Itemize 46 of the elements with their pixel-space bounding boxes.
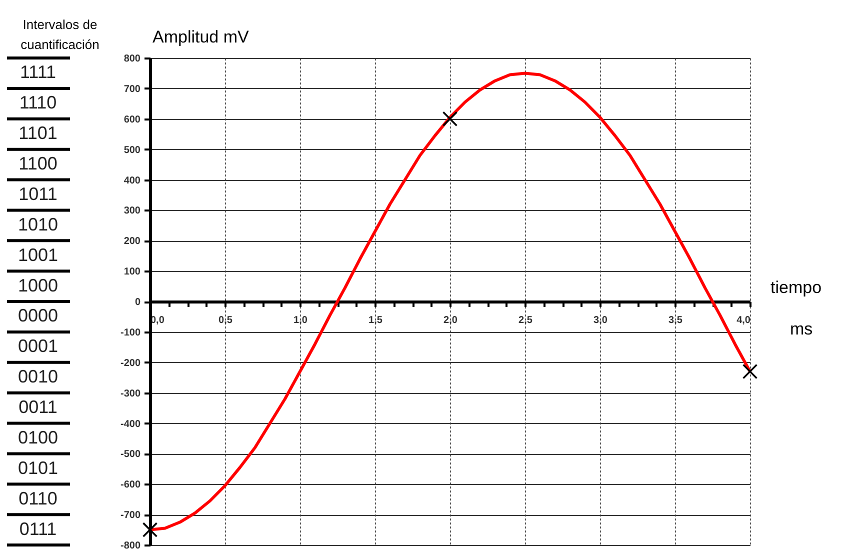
y-tick-label: 500 <box>124 144 141 156</box>
y-tick-label: -200 <box>120 358 141 369</box>
text: ms <box>790 320 813 338</box>
y-tick-label: 200 <box>124 236 141 248</box>
text: 0010 <box>18 366 58 387</box>
text: 1010 <box>18 214 58 234</box>
x-tick-label: 0,5 <box>218 315 233 326</box>
y-tick-label: 700 <box>124 84 141 95</box>
y-tick-label: -600 <box>120 480 141 491</box>
text: 0000 <box>18 306 58 326</box>
text: 1000 <box>18 275 58 296</box>
x-axis-title: tiempo <box>770 278 822 297</box>
text: 0111 <box>19 518 57 539</box>
y-tick-label: 800 <box>124 54 141 64</box>
text: 1001 <box>18 244 58 265</box>
y-tick-label: 400 <box>124 175 141 186</box>
text: 1100 <box>18 154 58 174</box>
text: 0110 <box>18 488 58 508</box>
y-axis-title: Amplitud mV <box>152 28 250 46</box>
y-tick-label: -500 <box>120 449 141 460</box>
x-tick-label: 2,5 <box>518 315 533 326</box>
x-tick-label: 4,0 <box>736 315 751 326</box>
x-tick-label: 1,5 <box>368 315 383 326</box>
y-tick-label: 0 <box>134 297 141 308</box>
x-tick-label: 3,0 <box>594 315 608 326</box>
y-tick-label: -800 <box>120 540 141 552</box>
x-tick-label: 1,0 <box>294 315 308 326</box>
text: 0011 <box>18 397 58 418</box>
text: 0101 <box>18 458 58 478</box>
y-tick-label: 300 <box>124 206 141 217</box>
y-tick-label: -400 <box>120 418 141 430</box>
x-tick-label: 2,0 <box>444 315 458 326</box>
text: 1110 <box>19 92 57 113</box>
y-tick-label: -100 <box>120 327 141 338</box>
text: 1011 <box>18 184 58 204</box>
text: 1111 <box>20 62 56 82</box>
text: 0100 <box>18 427 58 448</box>
text: 0001 <box>18 336 58 356</box>
line-series <box>148 72 752 532</box>
y-tick-label: -700 <box>120 510 141 522</box>
y-tick-label: -300 <box>120 388 141 400</box>
x-tick-label: 3,5 <box>668 315 683 326</box>
y-tick-label: 100 <box>124 266 141 278</box>
text: 1101 <box>18 123 58 144</box>
y-tick-label: 600 <box>124 114 141 126</box>
text: Intervalos de cuantificación <box>20 17 100 52</box>
